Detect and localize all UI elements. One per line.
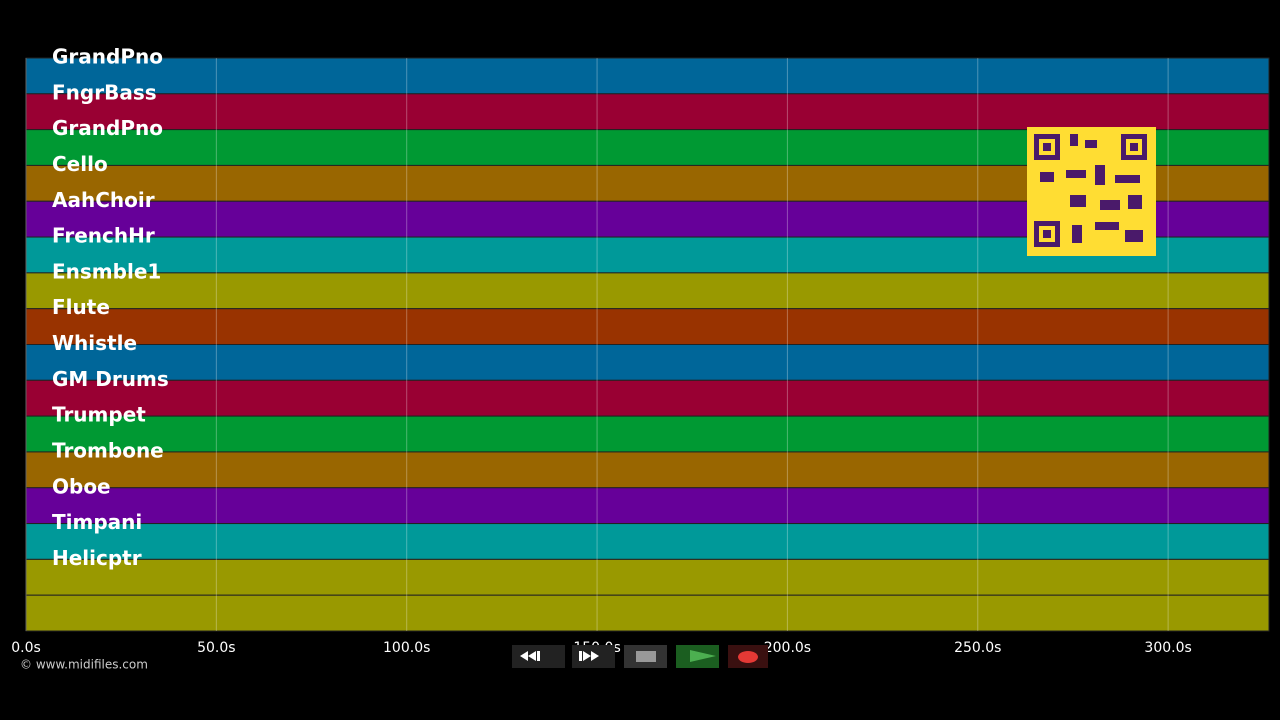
track-lane	[25, 379, 1270, 417]
record-button[interactable]	[728, 645, 768, 668]
x-tick-label: 200.0s	[764, 640, 811, 656]
track-lane	[25, 487, 1270, 525]
track-lane	[25, 57, 1270, 95]
x-tick-label: 250.0s	[954, 640, 1001, 656]
copyright: © www.midifiles.com	[20, 658, 148, 672]
track-name: AahChoir	[52, 188, 155, 212]
track-lane	[25, 344, 1270, 381]
play-button[interactable]	[676, 645, 719, 668]
x-tick-label: 50.0s	[197, 640, 235, 656]
track-name: Whistle	[52, 331, 137, 355]
x-tick-label: 300.0s	[1144, 640, 1191, 656]
x-tick-label: 100.0s	[383, 640, 430, 656]
grid	[25, 58, 1169, 631]
track-lane	[25, 523, 1270, 560]
track-name: Cello	[52, 152, 108, 176]
stop-button[interactable]	[624, 645, 667, 668]
track-name: Helicptr	[52, 546, 142, 570]
x-tick-label: 0.0s	[11, 640, 41, 656]
track-lane	[25, 272, 1270, 310]
track-lane	[25, 308, 1270, 345]
track-name: Trumpet	[52, 403, 146, 427]
track-name: Flute	[52, 295, 110, 319]
track-name: FngrBass	[52, 80, 157, 104]
track-lane	[25, 594, 1270, 632]
track-lane	[25, 558, 1270, 596]
track-name: Trombone	[52, 438, 164, 462]
track-name: GrandPno	[52, 116, 163, 140]
track-name: Oboe	[52, 474, 111, 498]
track-lane	[25, 415, 1270, 453]
rewind-button[interactable]	[512, 645, 565, 668]
track-lane	[25, 93, 1270, 131]
track-name: Ensmble1	[52, 259, 161, 283]
track-name: Timpani	[52, 510, 142, 534]
track-name: GM Drums	[52, 367, 169, 391]
track-lane	[25, 451, 1270, 489]
track-name: GrandPno	[52, 45, 163, 69]
forward-button[interactable]	[572, 645, 615, 668]
transport-controls	[512, 645, 768, 668]
qr-code	[1027, 127, 1156, 256]
track-name: FrenchHr	[52, 224, 155, 248]
labels: GrandPno FngrBass GrandPno Cello AahChoir Fre…	[52, 45, 169, 570]
